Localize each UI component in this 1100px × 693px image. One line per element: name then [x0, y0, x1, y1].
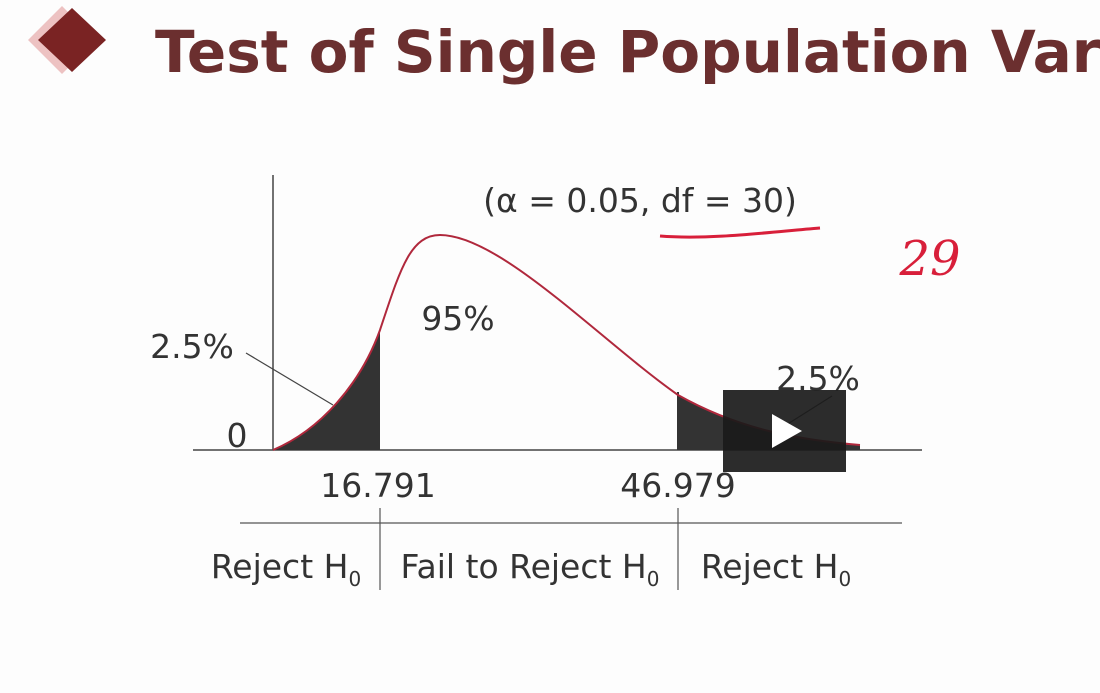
play-button[interactable] [723, 390, 846, 472]
right-critical-label: 46.979 [620, 466, 735, 505]
region-subscript: 0 [348, 567, 361, 591]
region-text: Fail to Reject H [401, 547, 647, 586]
region-label: Reject H0 [701, 547, 851, 591]
title-icon [38, 8, 106, 72]
play-icon[interactable] [772, 414, 802, 448]
handwritten-note: 29 [898, 231, 960, 287]
region-label: Reject H0 [211, 547, 361, 591]
center-area-label: 95% [421, 299, 494, 338]
region-subscript: 0 [838, 567, 851, 591]
condition-label: (α = 0.05, df = 30) [483, 181, 797, 220]
origin-label: 0 [227, 416, 248, 455]
left-leader [245, 352, 334, 406]
region-text: Reject H [211, 547, 349, 586]
left-critical-label: 16.791 [320, 466, 435, 505]
handwritten-underline [659, 226, 821, 239]
left-tail [273, 330, 380, 450]
region-label: Fail to Reject H0 [401, 547, 660, 591]
slide-title: Test of Single Population Varia [155, 18, 1100, 86]
region-text: Reject H [701, 547, 839, 586]
left-tail-label: 2.5% [150, 327, 234, 366]
region-subscript: 0 [647, 567, 660, 591]
